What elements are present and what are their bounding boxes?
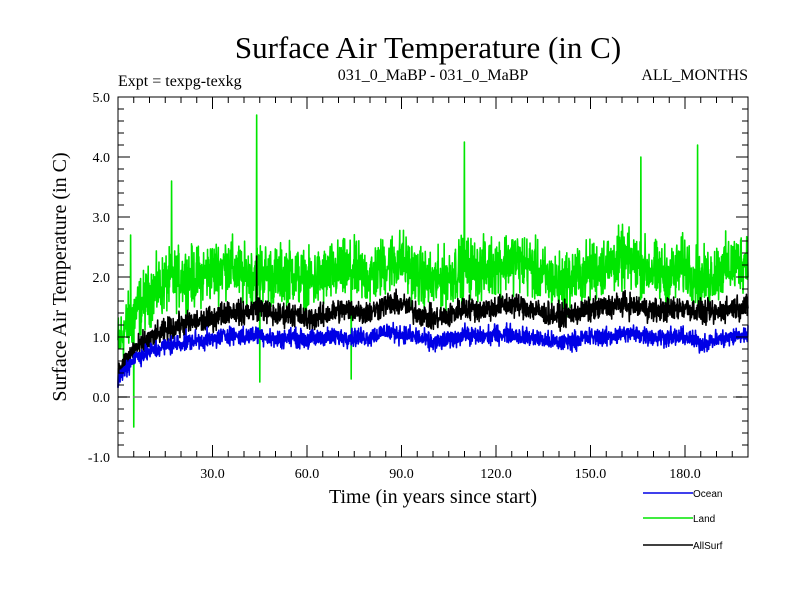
legend-label-allsurf: AllSurf [693, 541, 723, 552]
x-tick-label: 180.0 [669, 467, 701, 482]
x-tick-label: 90.0 [389, 467, 414, 482]
y-tick-label: 5.0 [93, 91, 111, 106]
x-tick-label: 150.0 [575, 467, 607, 482]
y-tick-label: 2.0 [93, 271, 111, 286]
y-axis-label: Surface Air Temperature (in C) [49, 152, 71, 401]
x-tick-label: 60.0 [295, 467, 320, 482]
y-tick-label: 1.0 [93, 331, 111, 346]
legend-label-land: Land [693, 514, 715, 525]
y-tick-label: 4.0 [93, 151, 111, 166]
series-line-land [117, 114, 749, 428]
subtitle-experiment: Expt = texpg-texkg [118, 73, 242, 90]
series-layer [117, 114, 749, 428]
x-axis-label: Time (in years since start) [329, 486, 537, 508]
subtitle-months: ALL_MONTHS [641, 67, 748, 84]
series-line-ocean [117, 321, 749, 389]
ticks-layer [118, 96, 748, 458]
x-tick-label: 30.0 [200, 467, 225, 482]
y-tick-label: 0.0 [93, 391, 111, 406]
legend-label-ocean: Ocean [693, 489, 722, 500]
plot-frame [117, 96, 749, 458]
series-line-allsurf [117, 255, 749, 388]
tick-labels-layer: -1.0 0.0 1.0 2.0 3.0 4.0 5.0 30.0 60.0 90.0 120.0 1… [88, 91, 701, 482]
legend: Ocean Land AllSurf [643, 489, 723, 552]
chart-title: Surface Air Temperature (in C) [235, 30, 621, 65]
x-tick-label: 120.0 [480, 467, 512, 482]
y-tick-label: -1.0 [88, 451, 110, 466]
y-tick-label: 3.0 [93, 211, 111, 226]
subtitle-period: 031_0_MaBP - 031_0_MaBP [338, 67, 529, 84]
